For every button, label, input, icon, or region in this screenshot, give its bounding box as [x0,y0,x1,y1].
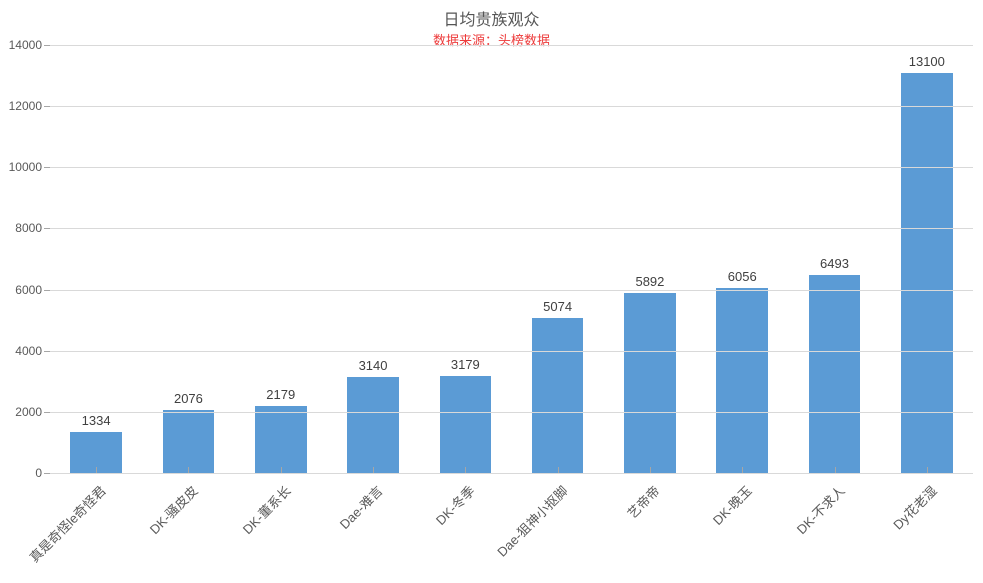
bar-slot: 2179 [235,45,327,473]
bar-slot: 6493 [788,45,880,473]
gridline [50,412,973,413]
y-tick [44,45,50,46]
bar: 5892 [624,293,676,473]
x-label-slot: 艺帝帝 [604,473,696,583]
plot-area: 1334 2076 2179 3140 3179 5074 5892 6056 6493 1310… [50,45,973,473]
y-axis-label: 8000 [15,221,42,235]
bar-slot: 3140 [327,45,419,473]
y-axis-label: 14000 [9,38,42,52]
x-tick [96,467,97,473]
bar: 3140 [347,377,399,473]
x-axis-label: DK-骚皮皮 [145,481,202,538]
y-tick [44,290,50,291]
chart-container: 日均贵族观众 数据来源：头榜数据 13342076217931403179507… [0,0,983,583]
bar: 6493 [809,275,861,474]
y-axis-label: 10000 [9,160,42,174]
bar: 3179 [440,376,492,473]
gridline [50,167,973,168]
x-tick [927,467,928,473]
x-axis-label: 真是奇怪le奇怪君 [25,481,110,566]
gridline [50,290,973,291]
x-tick [465,467,466,473]
bar-value-label: 1334 [82,413,111,428]
x-label-slot: DK-不求人 [788,473,880,583]
bar-value-label: 13100 [909,54,945,69]
x-tick [650,467,651,473]
x-axis-labels: 真是奇怪le奇怪君DK-骚皮皮 DK-董系长 Dae-难言 DK-冬季 Dae-狙神小抠… [50,473,973,583]
y-axis-label: 12000 [9,99,42,113]
bar-slot: 5892 [604,45,696,473]
bar: 2179 [255,406,307,473]
bar-slot: 2076 [142,45,234,473]
bars-group: 1334 2076 2179 3140 3179 5074 5892 6056 6493 1310… [50,45,973,473]
x-tick [188,467,189,473]
bar: 2076 [163,410,215,473]
x-axis-label: 艺帝帝 [622,481,663,522]
bar-value-label: 5892 [635,274,664,289]
bar-value-label: 3179 [451,357,480,372]
y-axis-label: 4000 [15,344,42,358]
bar-slot: 5074 [511,45,603,473]
x-tick [558,467,559,473]
x-axis-label: DK-冬季 [431,481,479,529]
gridline [50,228,973,229]
x-tick [281,467,282,473]
bar-slot: 3179 [419,45,511,473]
x-tick [373,467,374,473]
x-label-slot: Dae-狙神小抠脚 [511,473,603,583]
x-axis-label: DK-不求人 [791,481,848,538]
bar: 13100 [901,73,953,473]
x-label-slot: DK-冬季 [419,473,511,583]
x-axis-label: Dae-难言 [335,481,387,533]
y-tick [44,106,50,107]
x-label-slot: DK-晚玉 [696,473,788,583]
x-label-slot: DK-董系长 [235,473,327,583]
gridline [50,106,973,107]
y-axis-label: 0 [35,466,42,480]
bar-value-label: 2179 [266,387,295,402]
bar-value-label: 2076 [174,391,203,406]
bar-slot: 1334 [50,45,142,473]
x-axis-label: Dy花老湿 [888,481,940,533]
gridline [50,45,973,46]
bar: 5074 [532,318,584,473]
x-label-slot: 真是奇怪le奇怪君 [50,473,142,583]
x-label-slot: Dae-难言 [327,473,419,583]
x-axis-label: DK-晚玉 [708,481,756,529]
x-label-slot: Dy花老湿 [881,473,973,583]
chart-title: 日均贵族观众 [0,6,983,30]
x-tick [835,467,836,473]
x-axis-label: DK-董系长 [237,481,294,538]
x-tick [742,467,743,473]
gridline [50,351,973,352]
x-label-slot: DK-骚皮皮 [142,473,234,583]
y-tick [44,167,50,168]
y-axis-label: 6000 [15,283,42,297]
y-axis-label: 2000 [15,405,42,419]
bar-value-label: 6493 [820,256,849,271]
bar-value-label: 3140 [359,358,388,373]
y-tick [44,351,50,352]
bar-slot: 6056 [696,45,788,473]
bar: 6056 [716,288,768,473]
bar-value-label: 6056 [728,269,757,284]
y-tick [44,412,50,413]
bar-value-label: 5074 [543,299,572,314]
bar-slot: 13100 [881,45,973,473]
y-tick [44,228,50,229]
